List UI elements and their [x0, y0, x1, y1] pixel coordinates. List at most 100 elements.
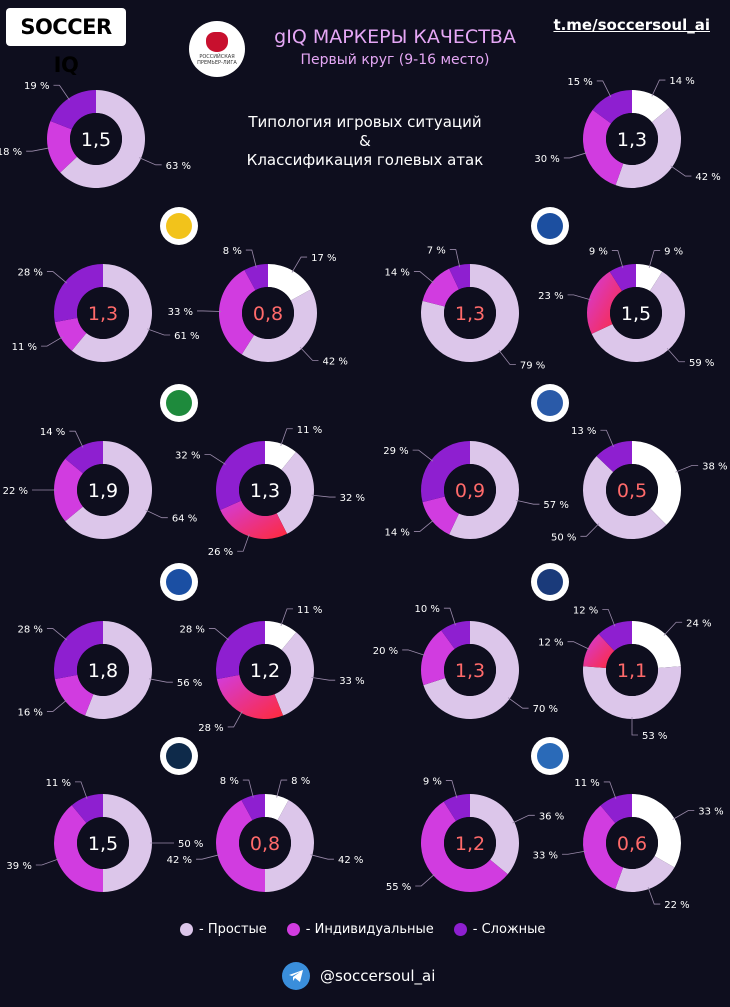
slice-white [636, 264, 663, 292]
samara-logo-mark [166, 569, 192, 595]
slice-leader-line [46, 699, 68, 712]
slice-label: 11 % [46, 778, 71, 789]
slice-leader-line [204, 454, 226, 465]
slice-leader-line [603, 781, 617, 799]
slice-leader-line [567, 641, 590, 650]
slice-simple [421, 264, 520, 362]
slice-leader-line [670, 165, 692, 177]
donut-chart-1: 63 % 18 % 19 % 1,5 [0, 81, 191, 188]
slice-white [632, 794, 681, 868]
donut-center-value: 1,2 [455, 833, 485, 855]
donut-center-value: 1,3 [455, 303, 485, 325]
donut-chart-7: 64 % 22 % 14 % 1,9 [3, 427, 197, 539]
slice-leader-line [507, 697, 529, 709]
footer-handle[interactable]: @soccersoul_ai [320, 967, 436, 985]
slice-complex [244, 264, 268, 291]
slice-label: 33 % [698, 807, 723, 818]
slice-simple [276, 452, 314, 534]
donut-center-value: 0,5 [617, 480, 647, 502]
donut-hole [444, 817, 496, 869]
donut-hole [444, 644, 496, 696]
donut-hole [606, 464, 658, 516]
slice-label: 33 % [533, 850, 558, 861]
bear-icon [206, 32, 228, 52]
slice-leader-line [596, 80, 612, 98]
slice-leader-line [415, 873, 436, 887]
slice-label: 10 % [415, 604, 440, 615]
slice-simple [71, 264, 152, 362]
slice-leader-line [35, 858, 59, 866]
slice-label: 28 % [18, 625, 43, 636]
donut-hole [444, 464, 496, 516]
slice-leader-line [449, 249, 461, 268]
slice-label: 14 % [40, 427, 65, 438]
slice-label: 19 % [24, 81, 49, 92]
donut-center-value: 1,9 [88, 480, 118, 502]
slice-label: 28 % [18, 268, 43, 279]
slice-red [587, 271, 623, 334]
donut-chart-11: 56 % 16 % 28 % 1,8 [18, 621, 202, 719]
slice-label: 28 % [180, 625, 205, 636]
slice-label: 16 % [18, 707, 43, 718]
slice-label: 59 % [689, 358, 714, 369]
donut-hole [610, 287, 662, 339]
slice-simple [582, 666, 682, 720]
slice-complex [421, 441, 470, 503]
slice-complex [53, 264, 103, 323]
slice-simple [65, 441, 153, 539]
slice-leader-line [647, 887, 661, 905]
slice-label: 22 % [3, 486, 28, 497]
slice-leader-line [299, 346, 319, 361]
slice-label: 53 % [642, 731, 667, 742]
slice-leader-line [563, 152, 588, 159]
slice-label: 8 % [223, 246, 242, 257]
krylia-logo [531, 384, 569, 422]
slice-leader-line [412, 449, 434, 462]
donut-chart-14: 24 % 53 % 12 % 12 % 1,1 [538, 605, 711, 742]
donut-chart-6: 9 % 59 % 23 % 9 % 1,5 [538, 247, 714, 369]
soccer-iq-logo: SOCCER IQ [6, 8, 126, 77]
slice-white [265, 794, 289, 821]
slice-label: 15 % [567, 77, 592, 88]
donut-center-value: 0,8 [253, 303, 283, 325]
slice-label: 9 % [589, 247, 608, 258]
donut-chart-17: 36 % 55 % 9 % 1,2 [386, 777, 564, 893]
rostov-logo [160, 207, 198, 245]
donut-chart-8: 11 % 32 % 26 % 32 % 1,3 [175, 425, 365, 558]
slice-label: 63 % [166, 161, 191, 172]
slice-leader-line [208, 628, 230, 641]
donut-chart-18: 33 % 22 % 33 % 11 % 0,6 [533, 778, 724, 911]
slice-individual [422, 496, 459, 535]
center-heading: Типология игровых ситуаций & Классификац… [215, 113, 515, 170]
legend-label-simple: - Простые [199, 922, 267, 937]
donut-chart-10: 38 % 50 % 13 % 0,5 [551, 426, 728, 543]
slice-leader-line [666, 347, 685, 363]
donut-center-value: 1,1 [617, 660, 647, 682]
telegram-icon[interactable] [282, 962, 310, 990]
center-heading-line1: Типология игровых ситуаций [248, 113, 482, 131]
slice-simple [60, 90, 146, 188]
slice-leader-line [445, 780, 458, 798]
slice-complex [50, 90, 96, 130]
slice-leader-line [53, 84, 70, 101]
donut-chart-3: 61 % 11 % 28 % 1,3 [12, 264, 200, 362]
slice-leader-line [147, 328, 171, 336]
slice-individual [583, 109, 624, 186]
slice-leader-line [402, 649, 426, 656]
slice-simple [423, 621, 519, 719]
slice-label: 50 % [551, 532, 576, 543]
slice-label: 14 % [385, 268, 410, 279]
slice-complex [241, 794, 265, 821]
donut-hole [77, 287, 129, 339]
slice-label: 8 % [291, 776, 310, 787]
samara-logo [160, 563, 198, 601]
telegram-link[interactable]: t.me/soccersoul_ai [553, 16, 710, 34]
slice-label: 42 % [695, 172, 720, 183]
slice-simple [103, 794, 152, 892]
slice-red [220, 500, 288, 539]
slice-label: 11 % [574, 778, 599, 789]
slice-label: 22 % [664, 900, 689, 911]
donut-chart-4: 17 % 42 % 33 % 8 % 0,8 [168, 246, 348, 367]
center-heading-line3: Классификация голевых атак [246, 151, 484, 169]
legend-item-complex: - Сложные [453, 922, 545, 937]
